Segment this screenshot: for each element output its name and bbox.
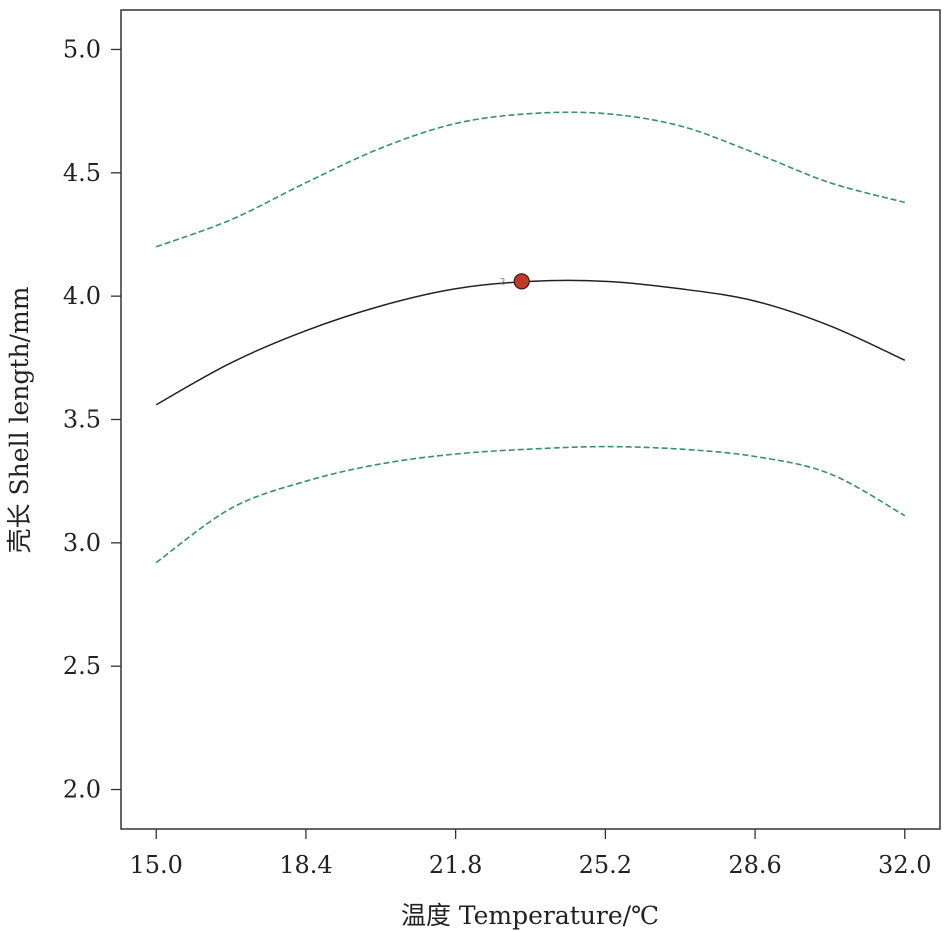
x-tick-label: 18.4	[279, 851, 332, 879]
point-label: 2	[500, 277, 506, 287]
x-axis: 15.0 18.4 21.8 25.2 28.6 32.0	[130, 829, 931, 879]
series-upper-bound-line	[155, 111, 906, 248]
y-axis-title: 壳长 Shell length/mm	[5, 286, 34, 553]
x-tick-label: 28.6	[728, 851, 781, 879]
y-tick-label: 3.0	[63, 529, 101, 557]
x-tick-label: 32.0	[878, 851, 931, 879]
x-tick-label: 25.2	[579, 851, 632, 879]
y-tick-label: 3.5	[63, 406, 101, 434]
plot-frame	[120, 9, 941, 830]
series-lower-bound-line	[155, 445, 906, 564]
y-axis: 2.0 2.5 3.0 3.5 4.0 4.5 5.0	[63, 35, 121, 804]
optimum-point	[513, 273, 530, 290]
series-layer	[155, 111, 906, 564]
x-axis-title: 温度 Temperature/℃	[401, 901, 659, 930]
y-tick-label: 2.0	[63, 776, 101, 804]
points-layer: 2	[500, 273, 530, 290]
series-fit-line	[155, 279, 906, 406]
y-tick-label: 5.0	[63, 35, 101, 63]
y-tick-label: 4.5	[63, 159, 101, 187]
y-tick-label: 4.0	[63, 282, 101, 310]
x-tick-label: 15.0	[130, 851, 183, 879]
x-tick-label: 21.8	[429, 851, 482, 879]
y-tick-label: 2.5	[63, 652, 101, 680]
